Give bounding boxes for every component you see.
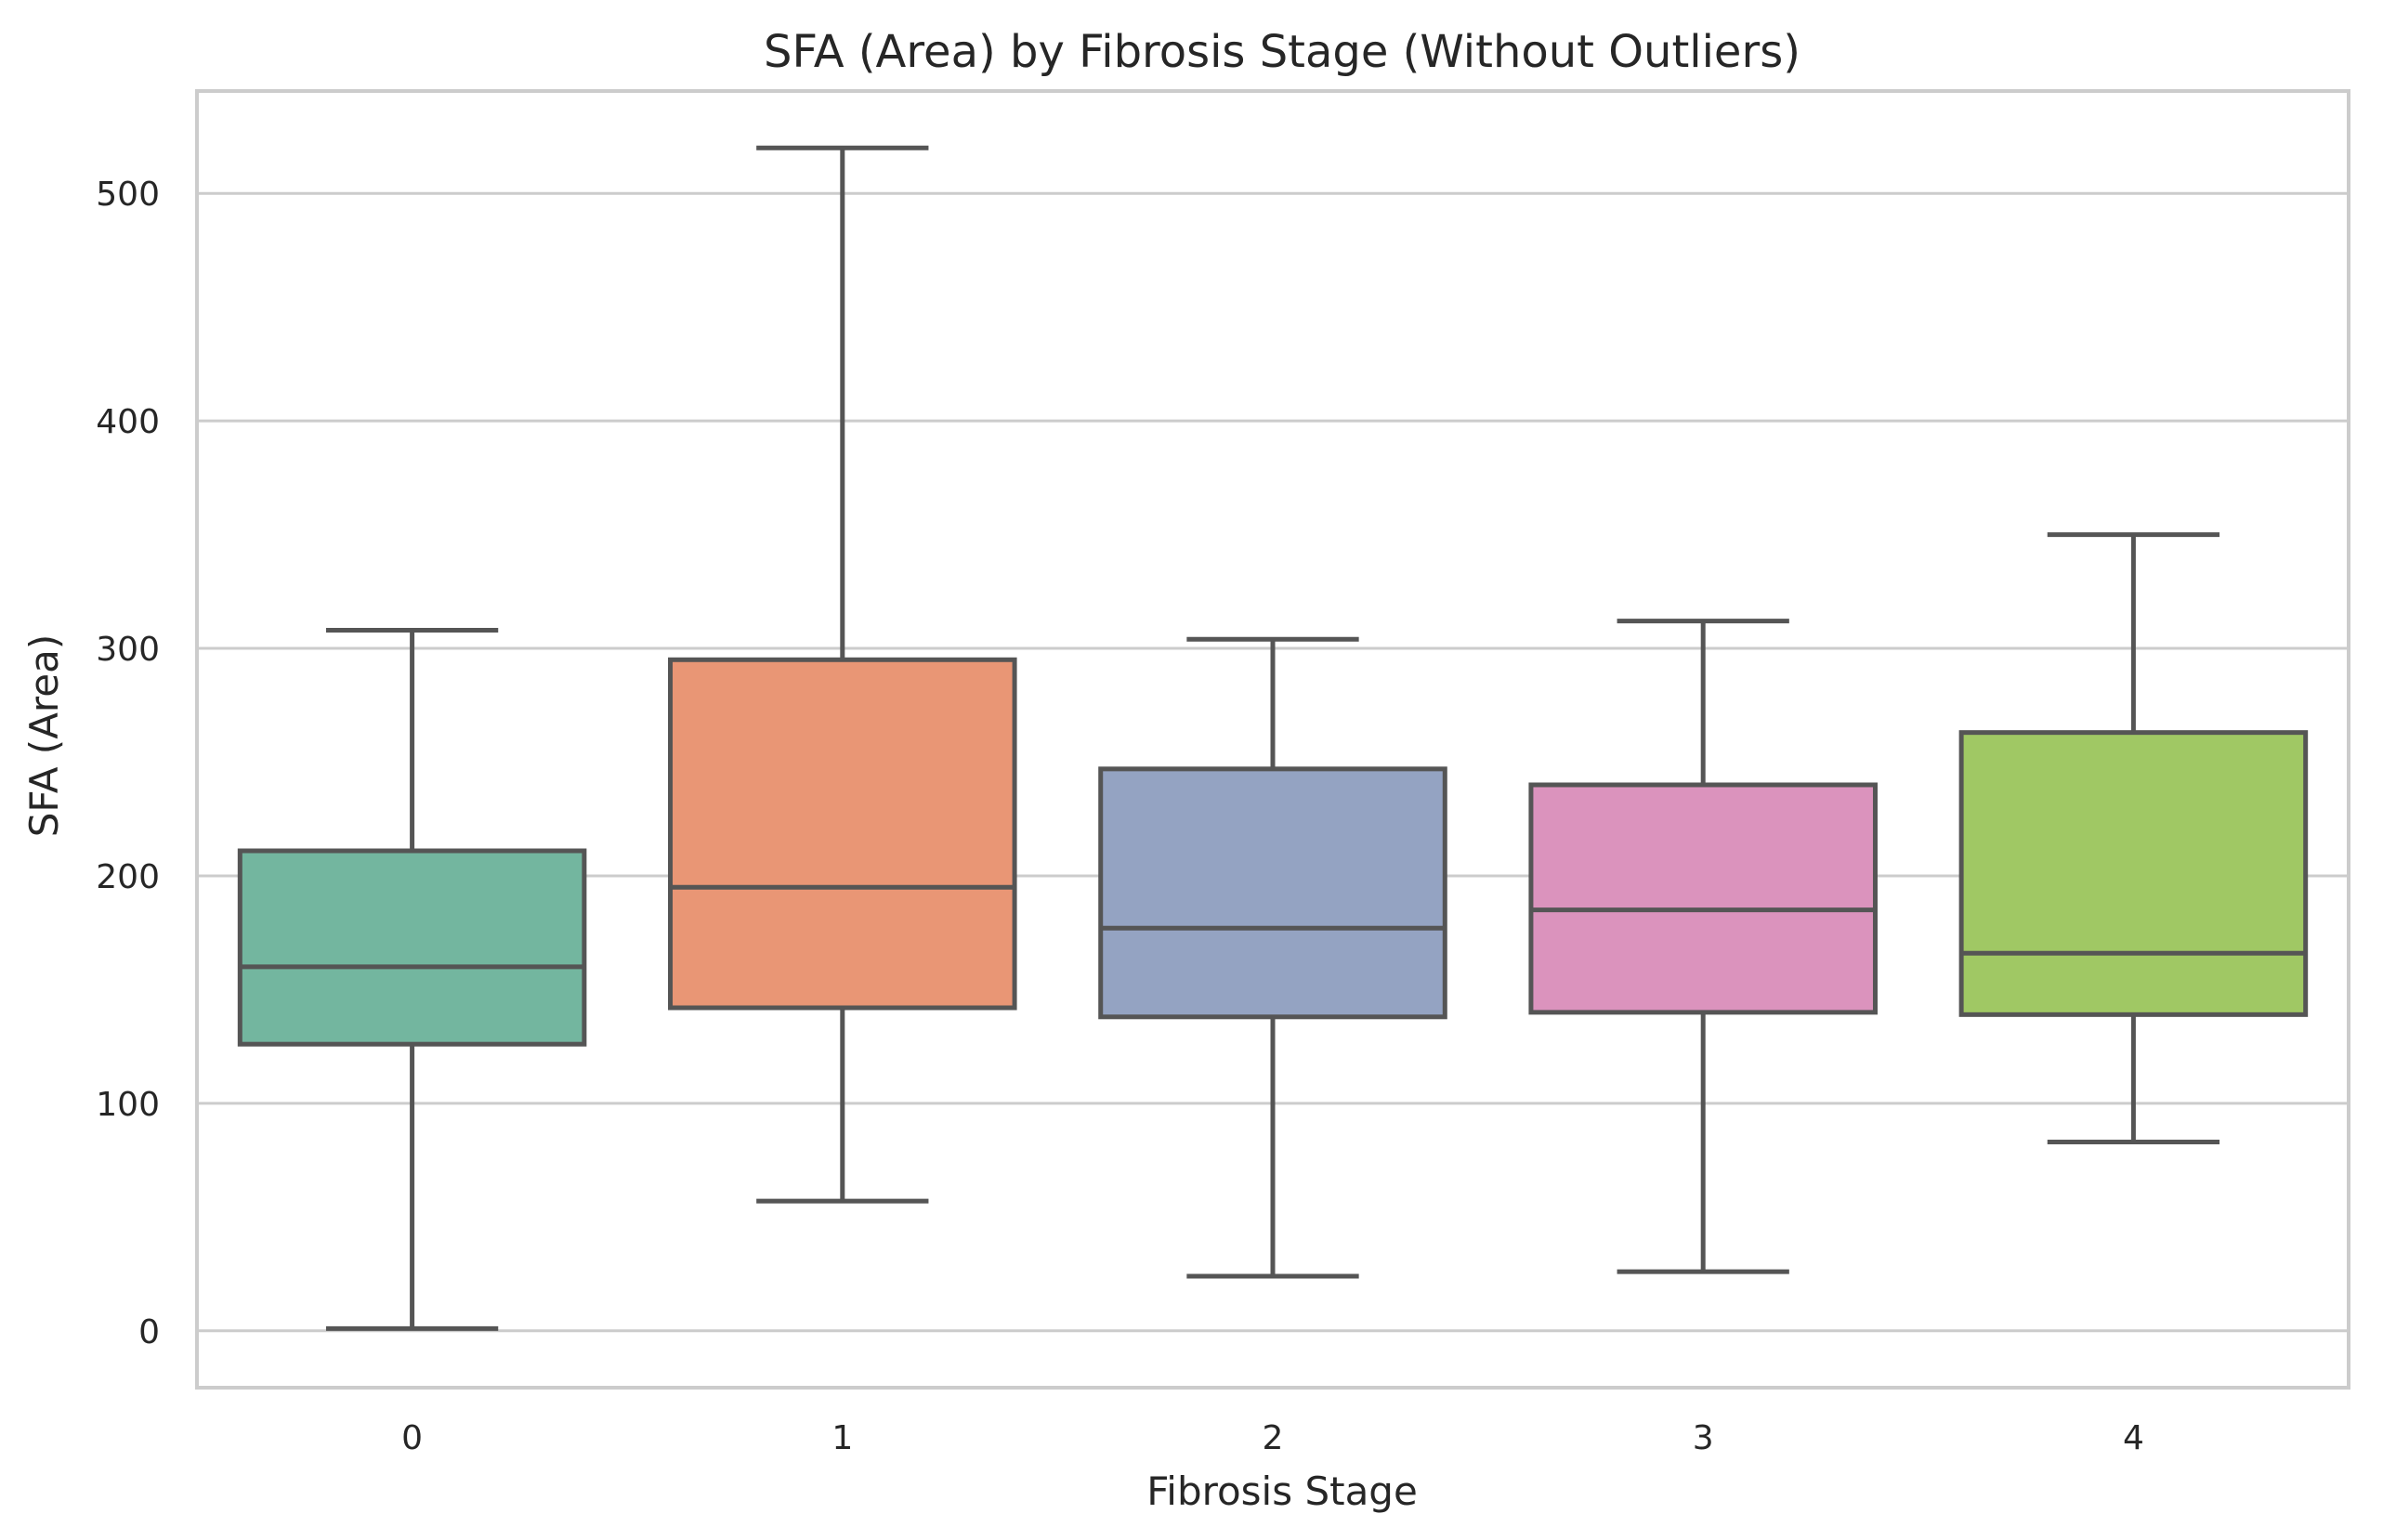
box-group-stage-2 xyxy=(1098,636,1447,1279)
x-tick-label: 4 xyxy=(2123,1419,2144,1457)
y-tick-label: 300 xyxy=(96,631,160,669)
y-tick-label: 100 xyxy=(96,1086,160,1124)
tick-layer: 0 100 200 300 400 500 0 1 2 3 4 xyxy=(96,176,2144,1457)
x-tick-label: 0 xyxy=(401,1419,423,1457)
y-axis-label: SFA (Area) xyxy=(21,634,67,837)
iqr-box xyxy=(1098,766,1447,1020)
box-group-stage-0 xyxy=(237,627,587,1331)
y-tick-label: 500 xyxy=(96,176,160,214)
x-tick-label: 1 xyxy=(831,1419,853,1457)
iqr-box xyxy=(668,657,1017,1011)
iqr-box xyxy=(1958,730,2309,1017)
box-group-stage-4 xyxy=(1958,532,2309,1144)
box-group-stage-1 xyxy=(668,145,1017,1204)
x-axis-label: Fibrosis Stage xyxy=(1146,1468,1418,1514)
x-tick-label: 3 xyxy=(1693,1419,1714,1457)
iqr-box xyxy=(237,848,587,1047)
y-tick-label: 200 xyxy=(96,858,160,896)
iqr-box xyxy=(1528,782,1878,1015)
x-tick-label: 2 xyxy=(1263,1419,1284,1457)
chart-title: SFA (Area) by Fibrosis Stage (Without Ou… xyxy=(764,26,1800,78)
y-tick-label: 0 xyxy=(138,1313,160,1351)
y-tick-label: 400 xyxy=(96,403,160,441)
plot-frame xyxy=(195,89,2350,1390)
box-group-stage-3 xyxy=(1528,619,1878,1274)
box-layer xyxy=(237,145,2309,1331)
